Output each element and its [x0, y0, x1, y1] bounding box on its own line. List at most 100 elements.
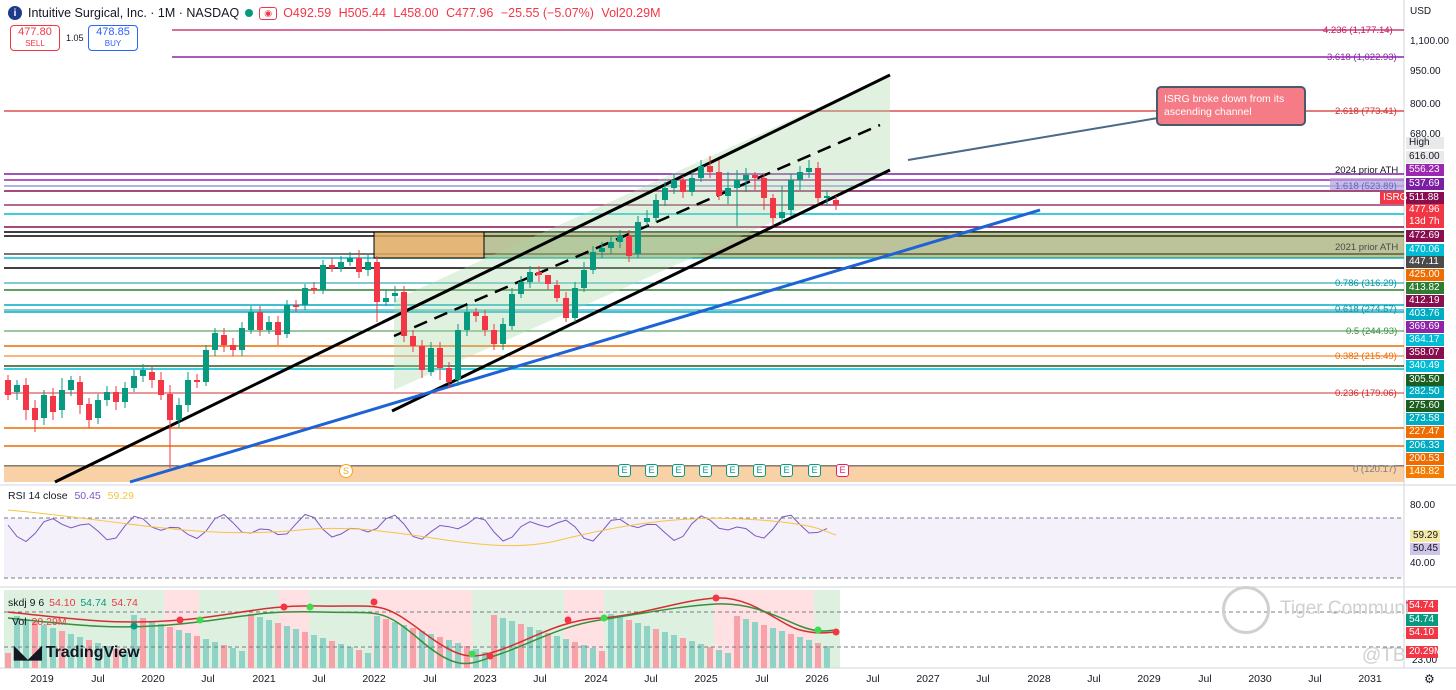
- volume-bar: [167, 627, 173, 668]
- rsi-ma-axis-label: 59.29: [1410, 530, 1440, 542]
- volume-bar: [239, 651, 245, 668]
- earnings-badge[interactable]: E: [808, 464, 821, 477]
- volume-bar: [95, 643, 101, 668]
- candle-body: [797, 172, 803, 180]
- candle-body: [338, 262, 344, 268]
- sell-price: 477.80: [18, 26, 52, 38]
- symbol-title[interactable]: Intuitive Surgical, Inc. · 1M · NASDAQ: [28, 6, 240, 20]
- volume-bar: [410, 628, 416, 668]
- earnings-badge[interactable]: E: [645, 464, 658, 477]
- volume-bar: [104, 646, 110, 668]
- price-scale-label: 369.69: [1406, 321, 1444, 333]
- volume-bar: [491, 615, 497, 668]
- time-axis-label: Jul: [91, 673, 105, 685]
- sell-label: SELL: [25, 39, 45, 48]
- time-axis-label: 2022: [362, 673, 386, 685]
- vol-label: Vol: [12, 616, 27, 628]
- time-axis-label: 2023: [473, 673, 497, 685]
- time-axis-label: Jul: [976, 673, 990, 685]
- candle-body: [491, 330, 497, 344]
- volume-bar: [725, 653, 731, 668]
- earnings-badge[interactable]: E: [780, 464, 793, 477]
- company-logo-icon: i: [8, 6, 22, 20]
- earnings-badge[interactable]: E: [836, 464, 849, 477]
- candle-body: [5, 380, 11, 395]
- currency-selector[interactable]: USD: [1410, 6, 1432, 17]
- candle-body: [284, 305, 290, 334]
- candle-body: [266, 322, 272, 330]
- volume-bar: [500, 618, 506, 668]
- earnings-badge[interactable]: E: [699, 464, 712, 477]
- earnings-badge[interactable]: E: [672, 464, 685, 477]
- signal-dot: [130, 622, 138, 630]
- time-axis-label: Jul: [423, 673, 437, 685]
- time-axis-label: 2031: [1358, 673, 1382, 685]
- time-axis-label: Jul: [533, 673, 547, 685]
- candle-body: [59, 390, 65, 410]
- candle-body: [446, 368, 452, 382]
- earnings-badge[interactable]: E: [726, 464, 739, 477]
- vol-value: 20.29M: [31, 616, 67, 628]
- volume-bar: [356, 650, 362, 668]
- eye-icon[interactable]: ◉: [259, 6, 278, 20]
- volume-bar: [176, 630, 182, 668]
- fib-label: 0.5 (244.93): [1346, 326, 1398, 337]
- volume-bar: [770, 628, 776, 668]
- vol-axis-tick: 23.00: [1412, 655, 1438, 666]
- tradingview-brand[interactable]: ◣◢ TradingView: [14, 642, 140, 663]
- channel-fill: [394, 75, 890, 390]
- time-axis-label: 2024: [584, 673, 608, 685]
- time-axis-label: 2021: [252, 673, 276, 685]
- time-axis-label: Jul: [1198, 673, 1212, 685]
- time-axis-label: 2028: [1027, 673, 1051, 685]
- trend-line: [129, 208, 1041, 484]
- volume-bar: [113, 649, 119, 668]
- candle-body: [410, 336, 416, 346]
- price-scale-label: ISRG: [1380, 192, 1407, 204]
- candle-body: [698, 166, 704, 178]
- candle-body: [770, 198, 776, 218]
- candle-body: [815, 168, 821, 198]
- watermark-text: Tiger Community: [1280, 598, 1408, 619]
- price-scale-label: 477.96: [1406, 204, 1444, 216]
- candle-body: [77, 382, 83, 405]
- split-badge[interactable]: S: [339, 464, 353, 478]
- skdj-k: 54.10: [49, 597, 76, 609]
- price-scale-label: 412.19: [1406, 295, 1444, 307]
- price-scale-label: 425.00: [1406, 269, 1444, 281]
- candle-body: [743, 175, 749, 180]
- buy-price: 478.85: [96, 26, 130, 38]
- volume-bar: [824, 646, 830, 668]
- volume-bar: [392, 622, 398, 668]
- signal-dot: [832, 628, 840, 636]
- volume-bar: [536, 630, 542, 668]
- rsi-line: [7, 513, 828, 543]
- price-scale-label: High: [1406, 137, 1444, 149]
- candle-body: [752, 175, 758, 178]
- signal-dot: [468, 650, 476, 658]
- callout-note[interactable]: ISRG broke down from its ascending chann…: [1156, 86, 1306, 126]
- volume-bar: [626, 620, 632, 668]
- candle-body: [644, 218, 650, 222]
- settings-gear-icon[interactable]: ⚙: [1424, 672, 1435, 686]
- candle-body: [248, 312, 254, 330]
- buy-button[interactable]: 478.85 BUY: [88, 25, 138, 51]
- earnings-badge[interactable]: E: [753, 464, 766, 477]
- earnings-badge[interactable]: E: [618, 464, 631, 477]
- rsi-ma-line: [7, 509, 837, 547]
- candle-body: [572, 288, 578, 318]
- candle-body: [149, 372, 155, 380]
- volume-bar: [257, 617, 263, 668]
- fib-label: 3.618 (1,022.93): [1327, 52, 1397, 63]
- volume-bar: [419, 631, 425, 668]
- candle-body: [563, 298, 569, 318]
- time-axis-label: Jul: [312, 673, 326, 685]
- signal-dot: [486, 652, 494, 660]
- sell-button[interactable]: 477.80 SELL: [10, 25, 60, 51]
- fib-label: 2.618 (773.41): [1335, 106, 1397, 117]
- signal-dot: [176, 616, 184, 624]
- candle-body: [707, 166, 713, 172]
- volume-bar: [707, 647, 713, 668]
- ohlc-values: O492.59 H505.44 L458.00 C477.96 −25.55 (…: [283, 6, 660, 20]
